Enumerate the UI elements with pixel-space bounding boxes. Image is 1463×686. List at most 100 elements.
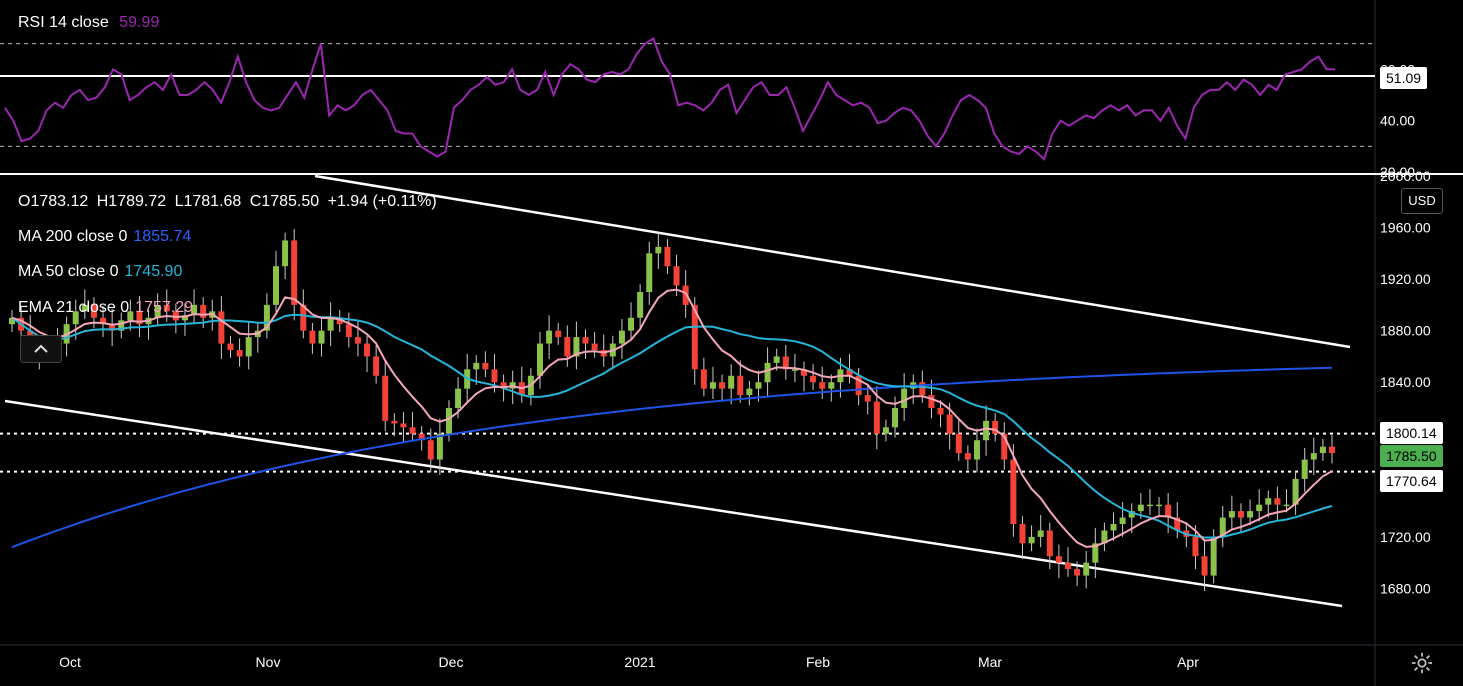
candle-body [664, 246, 671, 267]
candle-body [728, 375, 735, 389]
candle-body [473, 362, 480, 370]
candle-body [90, 304, 97, 318]
rsi-line [4, 36, 1335, 161]
candle-body [9, 317, 15, 325]
candle-body [1019, 524, 1026, 544]
candle-body [682, 285, 689, 305]
channel-upper-line [314, 174, 1351, 349]
candle-body [882, 427, 889, 434]
candle-body [1137, 504, 1144, 512]
candle-body [1219, 517, 1226, 537]
candle-body [791, 369, 798, 371]
currency-badge[interactable]: USD [1401, 188, 1443, 214]
candle-body [846, 369, 853, 376]
ma200-legend-label: MA 200 close 0 [18, 228, 128, 245]
candle-body [1128, 511, 1135, 518]
ma50-line [11, 313, 1333, 539]
candle-body [118, 320, 125, 331]
time-axis-label: Feb [806, 654, 830, 670]
last-price-tag: 1785.50 [1380, 445, 1443, 467]
candle-body [427, 440, 434, 460]
candle-body [100, 317, 107, 325]
candle-body [628, 317, 635, 331]
candle-body [491, 369, 498, 383]
candle-body [700, 369, 707, 389]
candle-body [336, 317, 343, 325]
candle-body [937, 408, 944, 415]
candle-body [1156, 504, 1163, 507]
candle-body [955, 433, 962, 454]
candle-body [136, 311, 143, 325]
candle-body [409, 427, 416, 434]
candle-body [1256, 504, 1263, 512]
candle-body [482, 362, 489, 370]
candle-body [154, 304, 161, 318]
candle-body [373, 356, 380, 376]
candle-body [1319, 446, 1326, 454]
ema21-legend[interactable]: EMA 21 close 0 1757.29 [18, 299, 193, 317]
candle-body [1037, 530, 1044, 537]
candle-body [327, 317, 334, 331]
candle-body [382, 375, 389, 421]
candle-body [555, 330, 562, 338]
candle-body [227, 343, 234, 350]
candle-body [973, 440, 980, 460]
candle-body [236, 350, 243, 357]
candle-body [1292, 478, 1299, 505]
ma50-legend-label: MA 50 close 0 [18, 263, 119, 280]
ema21-legend-label: EMA 21 close 0 [18, 299, 130, 316]
candle-body [1119, 517, 1126, 524]
collapse-legend-button[interactable] [20, 335, 62, 363]
candle-body [782, 356, 789, 370]
rsi-legend-value: 59.99 [119, 14, 160, 31]
chevron-up-icon [34, 344, 48, 353]
candle-body [127, 311, 134, 321]
candle-body [1074, 569, 1081, 576]
ohlc-open: O1783.12 [18, 193, 89, 210]
ohlc-low: L1781.68 [174, 193, 242, 210]
time-axis-label: Apr [1177, 654, 1199, 670]
candle-body [172, 311, 179, 321]
candle-body [1283, 504, 1290, 507]
candle-body [755, 382, 762, 389]
candle-body [263, 304, 270, 331]
candle-body [354, 337, 361, 344]
ma200-legend[interactable]: MA 200 close 0 1855.74 [18, 228, 191, 246]
candle-body [1247, 511, 1254, 518]
ohlc-close: C1785.50 [249, 193, 320, 210]
time-axis-label: Mar [978, 654, 1002, 670]
ma50-legend-value: 1745.90 [124, 263, 183, 280]
candle-body [200, 304, 207, 318]
ma50-legend[interactable]: MA 50 close 0 1745.90 [18, 263, 182, 281]
ma200-line [11, 366, 1333, 549]
candle-body [1274, 498, 1281, 505]
candle-body [1101, 530, 1108, 544]
candle-body [1146, 504, 1153, 507]
rsi-legend: RSI 14 close 59.99 [18, 14, 159, 32]
candle-body [646, 253, 653, 292]
candle-body [81, 304, 88, 312]
candle-body [873, 401, 880, 434]
candle-body [291, 240, 298, 305]
candle-body [1092, 543, 1099, 563]
rsi-legend-label: RSI 14 close [18, 14, 109, 31]
candle-body [892, 408, 899, 428]
gear-icon[interactable] [1411, 652, 1433, 674]
candle-body [445, 408, 452, 434]
ohlc-legend: O1783.12 H1789.72 L1781.68 C1785.50 +1.9… [18, 193, 437, 211]
candle-body [273, 266, 279, 305]
ema21-line [11, 288, 1333, 548]
price-tick-label: 2000.00 [1380, 168, 1431, 184]
candle-body [618, 330, 625, 344]
candle-body [655, 246, 662, 254]
candle-body [546, 330, 553, 344]
candle-body [1110, 524, 1117, 531]
candle-body [964, 453, 971, 460]
time-axis-label: 2021 [624, 654, 655, 670]
candle-body [1310, 453, 1317, 460]
candle-body [309, 330, 316, 344]
candle-body [573, 337, 580, 357]
candle-body [737, 375, 744, 396]
candle-body [181, 315, 188, 321]
